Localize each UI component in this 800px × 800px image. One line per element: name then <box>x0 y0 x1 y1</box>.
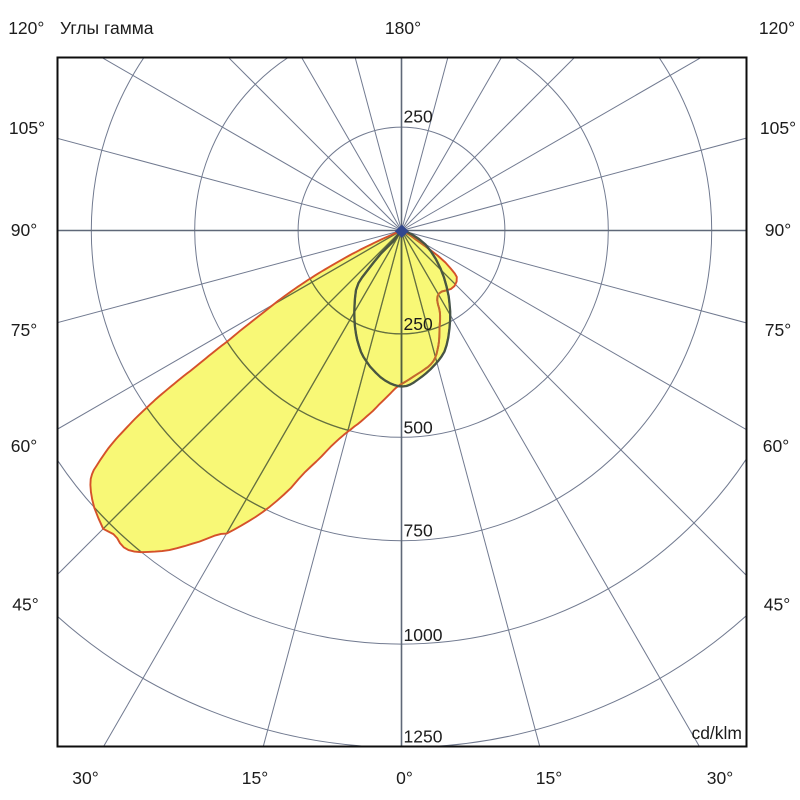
svg-text:180°: 180° <box>385 18 421 38</box>
svg-text:250: 250 <box>404 107 433 127</box>
svg-text:45°: 45° <box>764 595 790 615</box>
svg-text:cd/klm: cd/klm <box>691 723 742 743</box>
svg-text:105°: 105° <box>760 118 796 138</box>
svg-text:30°: 30° <box>707 768 733 788</box>
svg-text:1000: 1000 <box>404 625 443 645</box>
svg-text:120°: 120° <box>8 18 44 38</box>
svg-text:250: 250 <box>404 314 433 334</box>
svg-text:45°: 45° <box>12 595 38 615</box>
svg-text:750: 750 <box>404 521 433 541</box>
svg-text:1250: 1250 <box>404 727 443 747</box>
svg-text:500: 500 <box>404 418 433 438</box>
svg-text:105°: 105° <box>9 118 45 138</box>
svg-text:75°: 75° <box>11 320 37 340</box>
svg-text:60°: 60° <box>11 436 37 456</box>
svg-text:75°: 75° <box>765 320 791 340</box>
svg-text:15°: 15° <box>242 768 268 788</box>
svg-text:60°: 60° <box>763 436 789 456</box>
svg-text:90°: 90° <box>11 220 37 240</box>
svg-text:30°: 30° <box>72 768 98 788</box>
svg-text:15°: 15° <box>536 768 562 788</box>
svg-text:120°: 120° <box>759 18 795 38</box>
svg-text:90°: 90° <box>765 220 791 240</box>
svg-text:Углы гамма: Углы гамма <box>60 18 154 38</box>
svg-text:0°: 0° <box>396 768 413 788</box>
